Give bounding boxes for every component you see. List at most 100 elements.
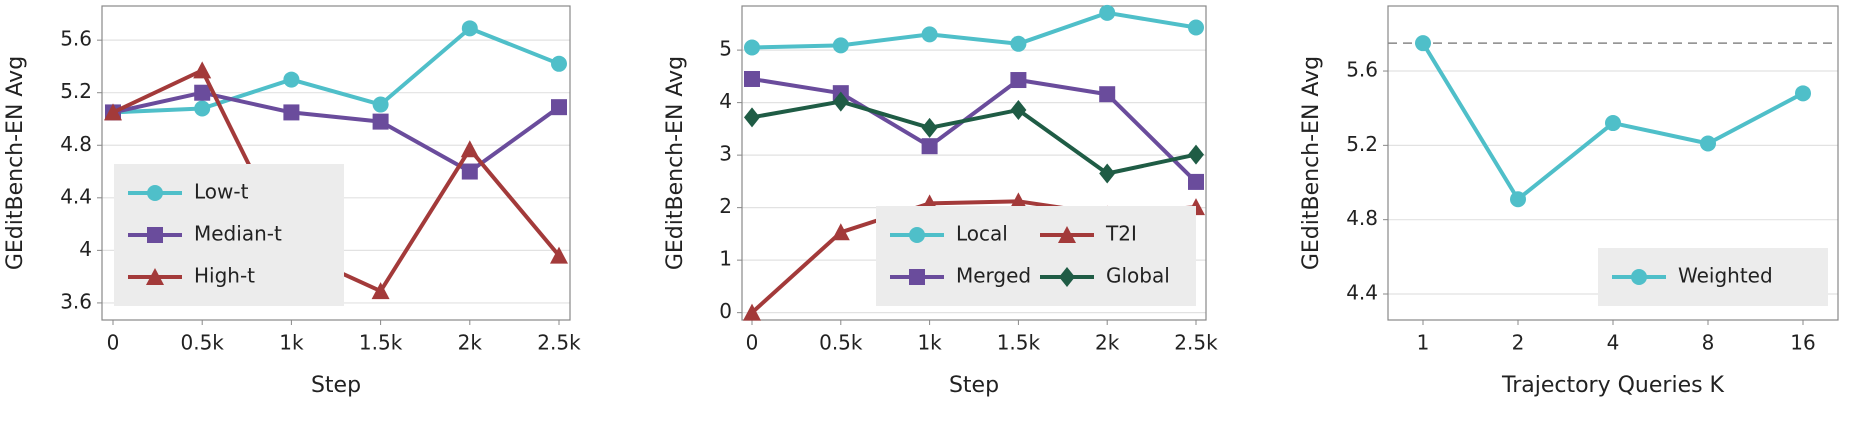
y-axis-label: GEditBench-EN Avg xyxy=(1299,56,1324,270)
legend-marker xyxy=(1059,267,1075,287)
legend-label: Weighted xyxy=(1678,264,1773,288)
legend-marker xyxy=(146,268,164,285)
x-tick-label: 1 xyxy=(1417,331,1430,355)
plot-frame xyxy=(1387,5,1839,321)
y-tick-label: 3.6 xyxy=(60,289,92,313)
data-point xyxy=(1700,135,1716,152)
x-axis-label: Step xyxy=(311,373,361,398)
y-tick-label: 2 xyxy=(719,194,732,218)
data-point xyxy=(283,71,300,88)
y-axis-label: GEditBench-EN Avg xyxy=(663,56,688,270)
y-tick-label: 1 xyxy=(719,247,732,271)
legend-marker xyxy=(147,227,163,243)
data-point xyxy=(1188,144,1204,165)
y-tick-label: 5.6 xyxy=(1346,58,1378,82)
legend-label: Local xyxy=(956,222,1008,246)
data-point xyxy=(104,103,122,121)
legend-label: Low-t xyxy=(194,180,249,204)
data-point xyxy=(283,104,300,121)
series-line xyxy=(112,26,560,115)
x-tick-label: 0 xyxy=(107,331,120,355)
y-tick-label: 5.2 xyxy=(60,79,92,103)
data-point xyxy=(371,282,390,300)
legend-label: Median-t xyxy=(194,222,282,246)
data-point xyxy=(194,84,211,101)
series-line xyxy=(751,99,1197,176)
x-axis-label: Trajectory Queries K xyxy=(1501,373,1725,398)
x-tick-label: 8 xyxy=(1702,331,1715,355)
x-tick-label: 2 xyxy=(1512,331,1525,355)
y-tick-label: 4.8 xyxy=(60,132,92,156)
data-point xyxy=(743,303,761,321)
data-point xyxy=(744,39,760,56)
data-point xyxy=(194,100,211,117)
x-tick-label: 1k xyxy=(917,331,942,355)
y-tick-label: 4 xyxy=(79,237,92,261)
x-tick-label: 2k xyxy=(458,331,483,355)
data-point xyxy=(1099,4,1116,21)
y-tick-label: 4 xyxy=(719,89,732,113)
y-tick-label: 5.2 xyxy=(1346,132,1378,156)
x-tick-label: 1k xyxy=(279,331,304,355)
data-point xyxy=(921,26,938,43)
y-tick-label: 5 xyxy=(719,37,732,61)
data-point xyxy=(372,113,389,130)
data-point xyxy=(744,70,760,87)
data-point xyxy=(832,37,849,54)
legend-label: T2I xyxy=(1105,222,1137,246)
y-tick-label: 4.8 xyxy=(1346,206,1378,230)
plot-frame xyxy=(741,5,1207,321)
legend-marker xyxy=(1058,226,1076,243)
legend-label: High-t xyxy=(194,264,255,288)
data-point xyxy=(921,138,938,155)
x-tick-label: 1.5k xyxy=(359,331,403,355)
data-point xyxy=(1099,86,1116,103)
data-point xyxy=(551,99,567,116)
data-point xyxy=(1510,191,1526,208)
legend-marker xyxy=(147,185,163,201)
legend-marker xyxy=(909,269,925,285)
data-point xyxy=(921,117,938,138)
data-point xyxy=(1605,115,1621,132)
y-tick-label: 4.4 xyxy=(60,184,92,208)
y-tick-label: 0 xyxy=(719,299,732,323)
data-point xyxy=(550,246,568,264)
x-tick-label: 0.5k xyxy=(181,331,225,355)
data-point xyxy=(461,20,478,37)
legend: Local Merged T2I Global xyxy=(876,206,1196,306)
x-tick-label: 2.5k xyxy=(537,331,581,355)
data-point xyxy=(193,61,212,79)
data-point xyxy=(1795,85,1811,102)
data-point xyxy=(460,140,479,158)
data-point xyxy=(372,96,389,113)
x-tick-label: 4 xyxy=(1607,331,1620,355)
series-line xyxy=(751,77,1198,184)
y-tick-label: 5.6 xyxy=(60,27,92,51)
data-point xyxy=(1010,72,1027,89)
legend: Weighted xyxy=(1598,248,1828,306)
series-line xyxy=(112,90,561,174)
data-point xyxy=(1188,173,1204,190)
x-tick-label: 2k xyxy=(1095,331,1120,355)
data-point xyxy=(1188,19,1204,36)
x-tick-label: 0.5k xyxy=(819,331,863,355)
x-tick-label: 16 xyxy=(1790,331,1815,355)
data-point xyxy=(461,163,478,180)
x-tick-label: 0 xyxy=(746,331,759,355)
series-line xyxy=(751,10,1197,50)
data-point xyxy=(1099,163,1116,184)
data-point xyxy=(832,91,849,112)
y-axis-label: GEditBench-EN Avg xyxy=(3,56,28,270)
legend-label: Global xyxy=(1106,264,1170,288)
data-point xyxy=(744,107,760,128)
legend-box xyxy=(876,206,1196,306)
data-point xyxy=(831,223,850,241)
data-point xyxy=(1010,35,1027,52)
legend-marker xyxy=(909,227,925,243)
data-point xyxy=(1009,192,1028,210)
x-tick-label: 1.5k xyxy=(997,331,1041,355)
legend-label: Merged xyxy=(956,264,1031,288)
plot-frame xyxy=(101,5,571,321)
x-axis-label: Step xyxy=(949,373,999,398)
data-point xyxy=(551,55,567,72)
